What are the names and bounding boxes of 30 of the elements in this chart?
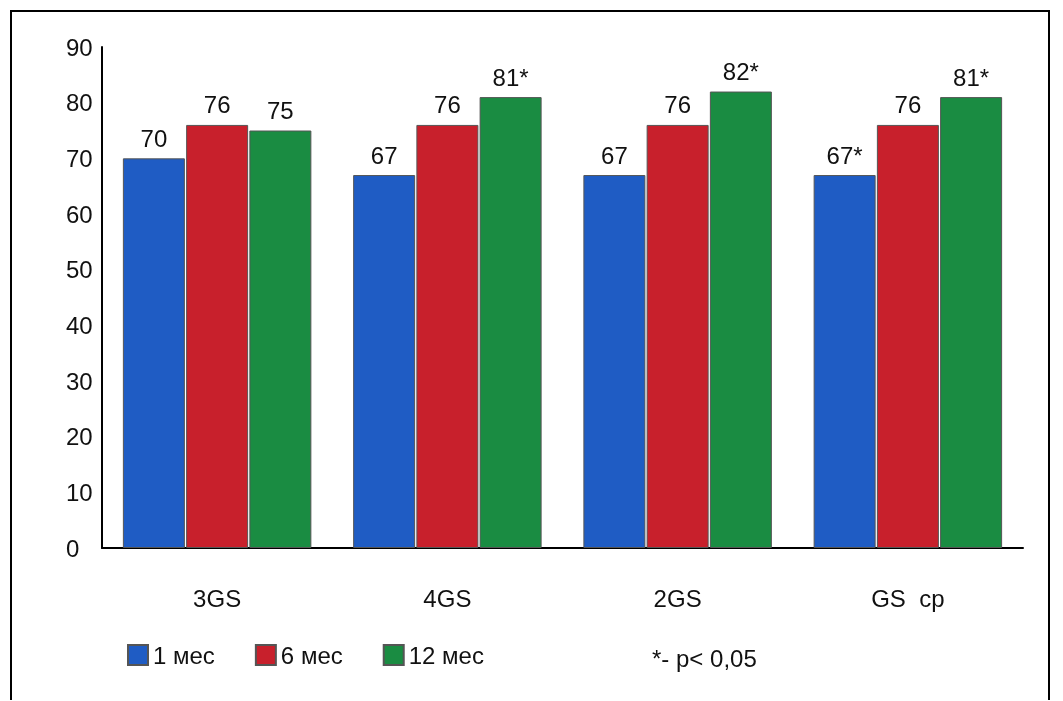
data-label: 76 [434, 91, 461, 119]
y-tick-label: 50 [66, 256, 93, 284]
y-tick-label: 10 [66, 478, 93, 506]
y-tick-label: 40 [66, 311, 93, 339]
y-tick-label: 80 [66, 89, 93, 117]
data-label: 81* [492, 63, 529, 91]
y-tick-label: 90 [66, 33, 93, 61]
data-label: 70 [140, 124, 168, 152]
x-tick-label: 3GS [193, 584, 242, 612]
data-label: 75 [267, 97, 294, 124]
data-label: 67 [370, 141, 398, 169]
y-tick-label: 20 [66, 423, 93, 451]
legend-label: 12 мес [408, 641, 484, 669]
x-tick-label: 4GS [423, 584, 472, 612]
y-tick-label: 70 [66, 144, 93, 172]
text: *- p< 0,05 [652, 644, 757, 672]
data-label: 76 [894, 91, 922, 119]
legend-label: 6 мес [280, 641, 343, 669]
data-label: 76 [664, 91, 691, 119]
data-label: 76 [203, 91, 231, 119]
legend-label: 1 мес [153, 641, 215, 669]
x-tick-label: 2GS [653, 584, 702, 612]
data-label: 81* [953, 63, 990, 91]
data-label: 82* [722, 58, 759, 86]
x-tick-label: GS ср [871, 584, 945, 612]
data-label: 67 [601, 141, 628, 169]
y-tick-label: 0 [66, 534, 80, 562]
y-tick-label: 60 [66, 200, 93, 228]
y-tick-label: 30 [66, 367, 93, 395]
data-label: 67* [826, 141, 863, 169]
